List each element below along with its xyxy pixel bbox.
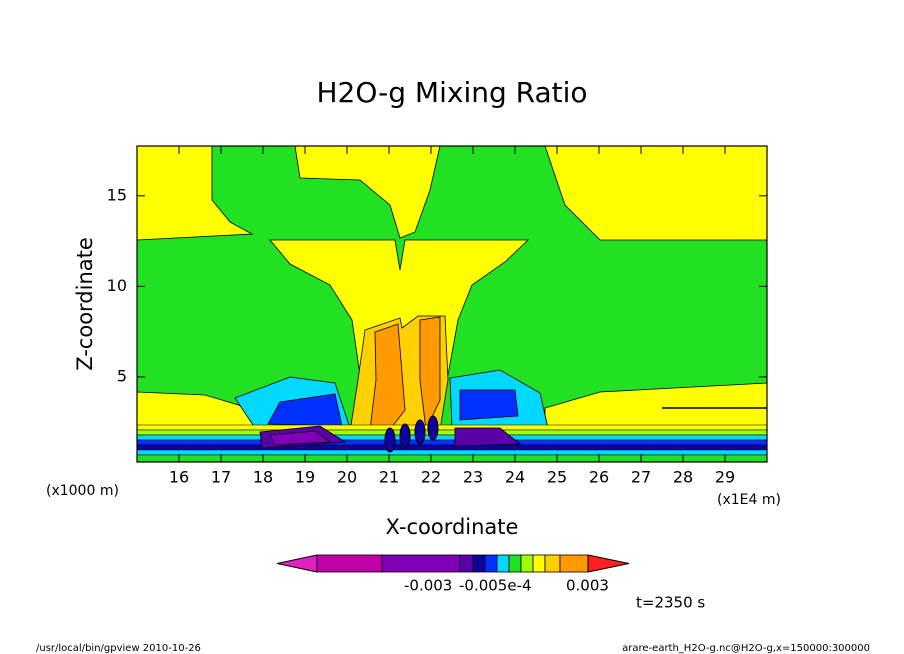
colorbar-segment [316,554,383,573]
x-tick-label: 20 [337,468,357,487]
contour-region [269,239,529,376]
contour-region [269,430,332,446]
colorbar-segment [559,554,589,573]
contour-band [137,424,767,431]
colorbar-segment [472,554,486,573]
contour-spike [427,415,439,441]
colorbar-extend [276,554,318,573]
y-tick-label: 15 [107,185,127,204]
x-tick-label: 25 [547,468,567,487]
colorbar-segment [496,554,510,573]
x-tick-label: 19 [295,468,315,487]
x-tick-label: 28 [673,468,693,487]
colorbar-segment [532,554,546,573]
x-tick-label: 29 [715,468,735,487]
colorbar-segment [484,554,498,573]
contour-spike [399,423,411,449]
contour-region [454,427,522,447]
contour-region [459,389,519,421]
y-unit-label: (x1000 m) [46,483,119,499]
contour-spike [414,419,426,445]
colorbar-segment [544,554,561,573]
time-label: t=2350 s [636,594,705,612]
x-tick-label: 23 [463,468,483,487]
x-axis-label: X-coordinate [386,515,519,539]
contour-band [137,444,767,451]
contour-band [137,439,767,446]
chart-title: H2O-g Mixing Ratio [316,76,587,109]
x-tick-label: 26 [589,468,609,487]
y-tick-label: 5 [117,366,127,385]
x-tick-label: 21 [379,468,399,487]
colorbar-segment [520,554,534,573]
plot-frame [136,145,768,463]
footer-right: arare-earth_H2O-g.nc@H2O-g,x=150000:3000… [622,643,870,654]
colorbar-label: 0.003 [566,577,609,595]
contour-region [419,316,441,432]
colorbar-segment [459,554,474,573]
footer-left: /usr/local/bin/gpview 2010-10-26 [36,643,201,654]
y-tick-label: 10 [107,276,127,295]
x-tick-label: 16 [169,468,189,487]
x-tick-label: 27 [631,468,651,487]
colorbar-segment [381,554,461,573]
y-axis-label: Z-coordinate [73,237,97,371]
x-tick-label: 22 [421,468,441,487]
contour-region [137,146,254,241]
colorbar-segment [508,554,522,573]
contour-band [137,429,767,436]
x-tick-label: 24 [505,468,525,487]
x-tick-label: 18 [253,468,273,487]
contour-spike [384,427,396,453]
colorbar-label: -0.005e-4 [459,577,532,595]
contour-plot [136,145,768,463]
contour-fills [137,146,767,462]
contour-band [137,434,767,441]
contour-region [544,146,767,241]
contour-region [294,146,441,239]
contour-band [137,454,767,462]
contour-band [137,449,767,456]
x-unit-label: (x1E4 m) [717,492,781,508]
colorbar [276,554,630,573]
colorbar-label: -0.003 [404,577,452,595]
x-tick-label: 17 [211,468,231,487]
colorbar-extend [587,554,630,573]
